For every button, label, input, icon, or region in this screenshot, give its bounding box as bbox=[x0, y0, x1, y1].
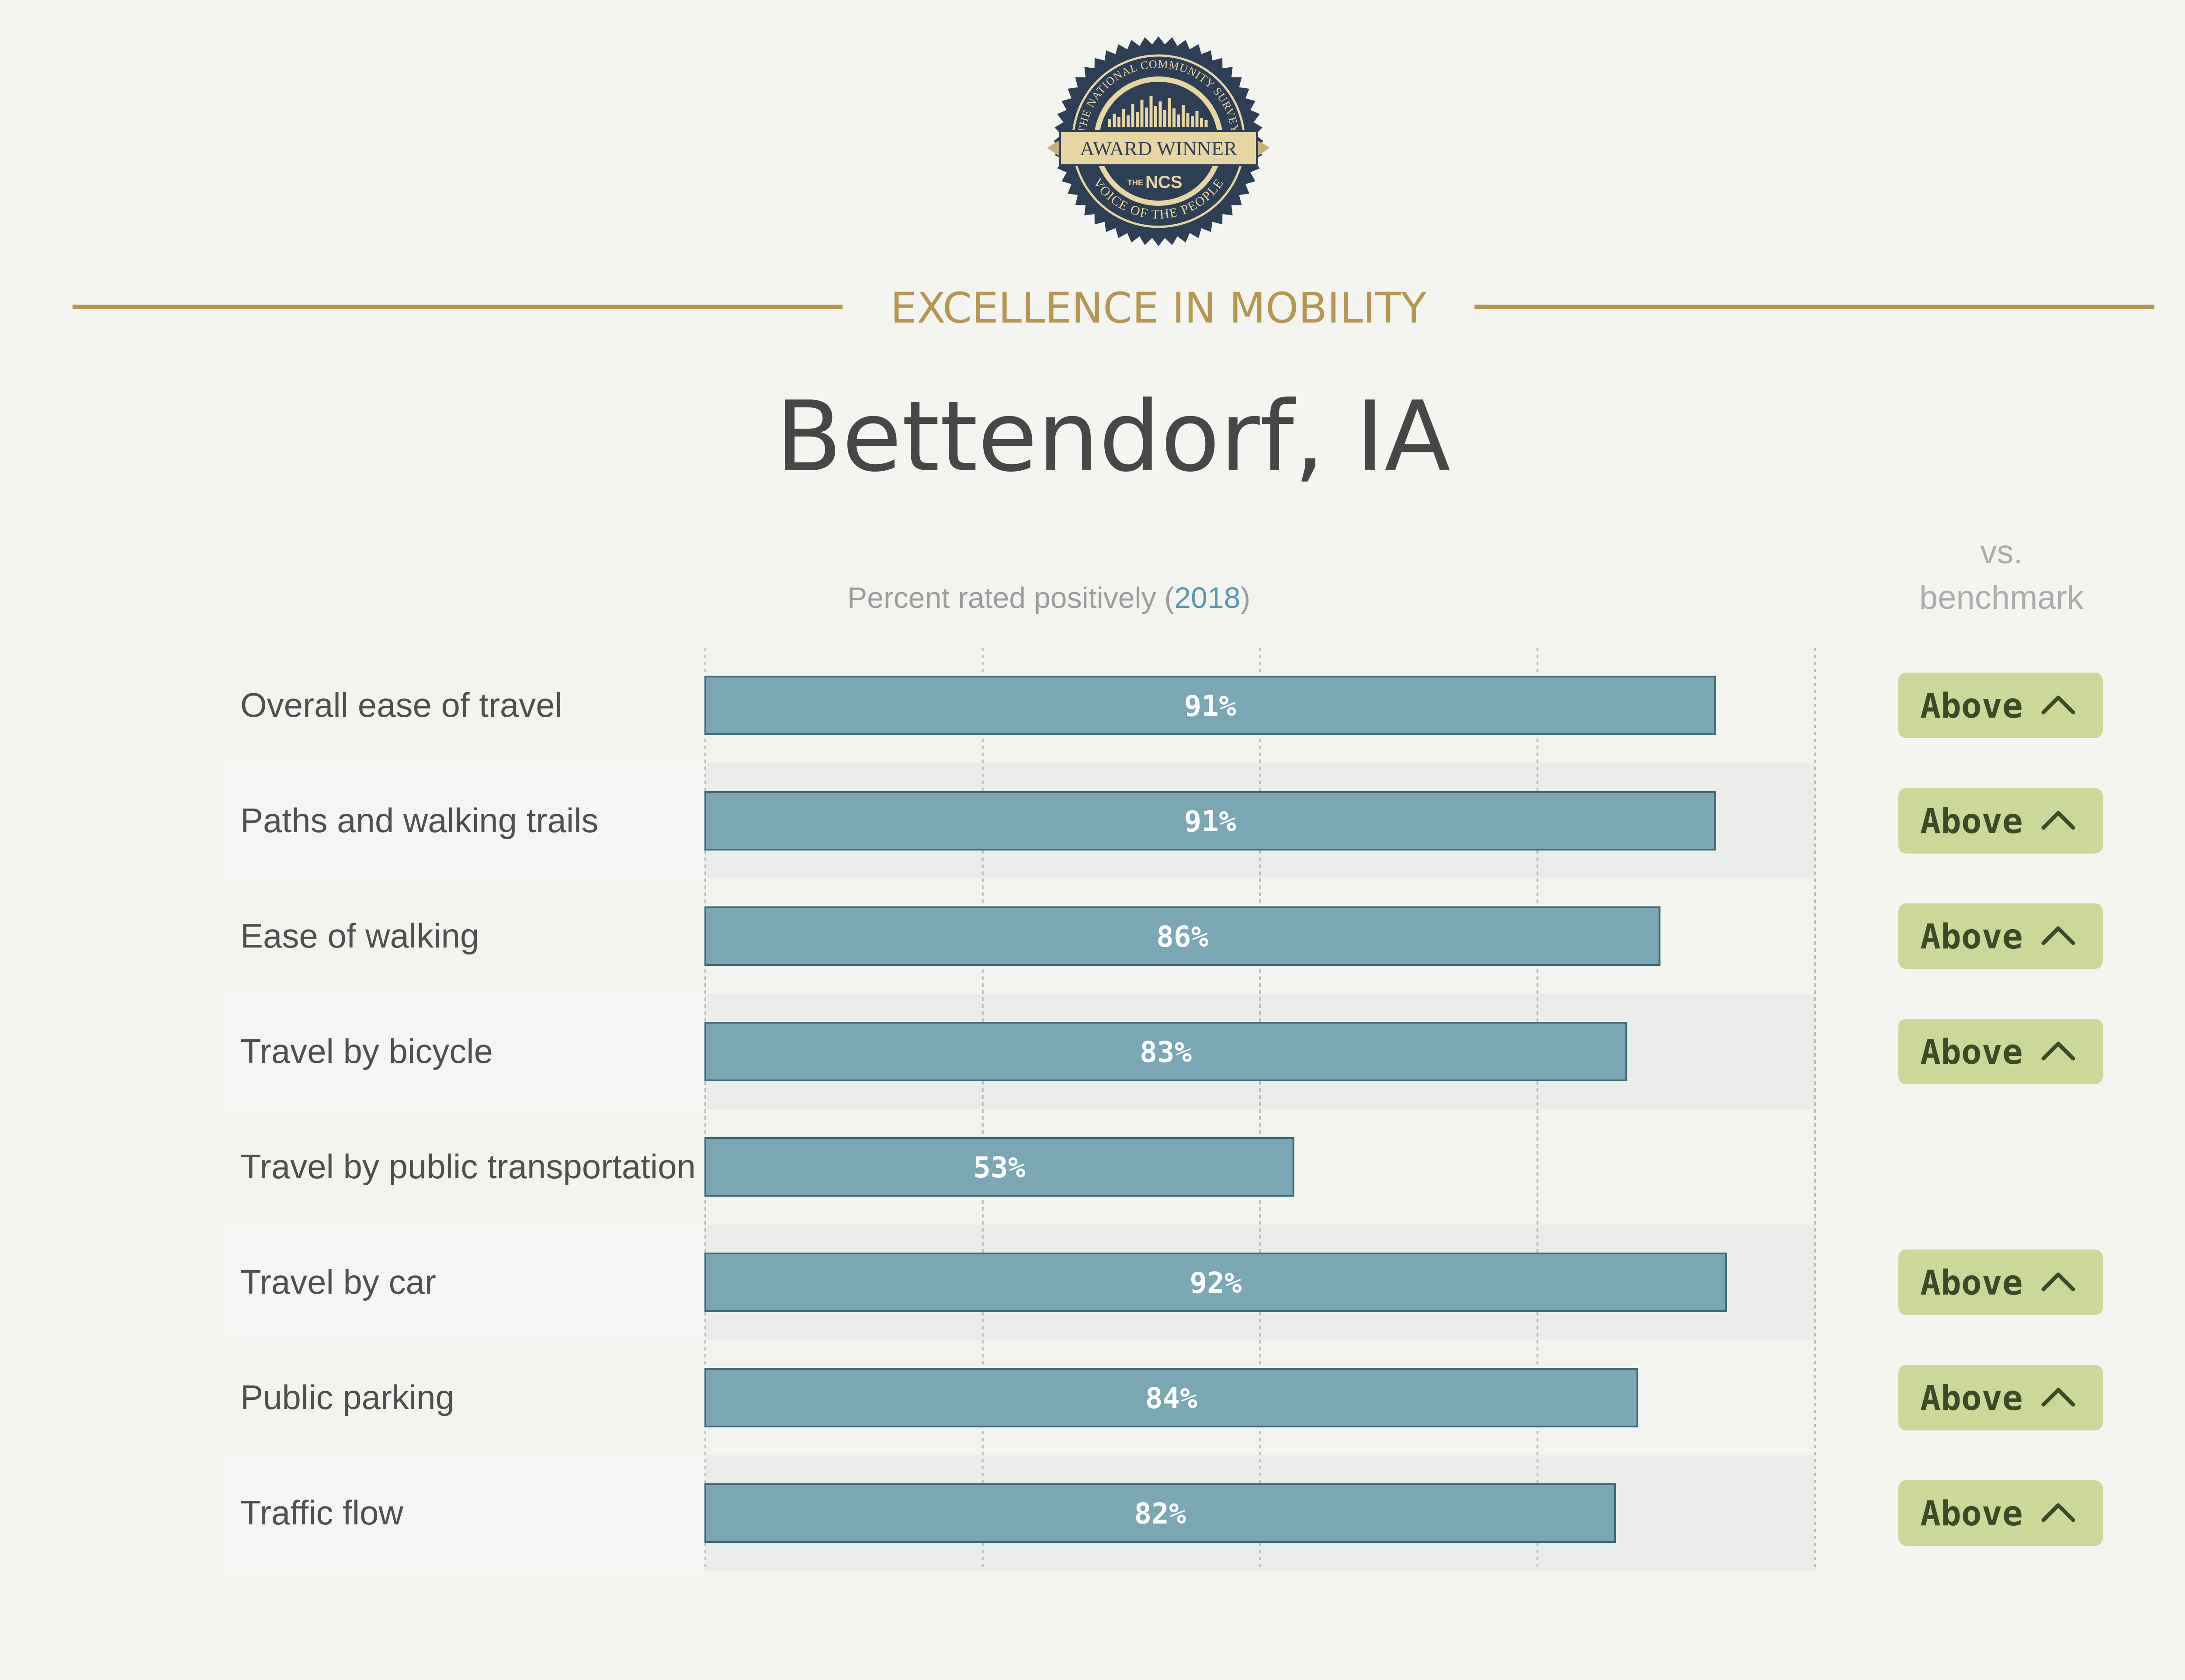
benchmark-heading-line2: benchmark bbox=[1919, 579, 2084, 616]
benchmark-heading-line1: vs. bbox=[1980, 534, 2023, 571]
bar-value-label: 91% bbox=[1184, 689, 1236, 723]
row-band-label bbox=[226, 994, 705, 1109]
ncs-logo-prefix: THE bbox=[1127, 178, 1143, 187]
benchmark-badge: Above bbox=[1898, 1480, 2103, 1546]
benchmark-heading: vs. benchmark bbox=[1870, 530, 2133, 621]
benchmark-label: Above bbox=[1920, 1033, 2023, 1072]
benchmark-badge: Above bbox=[1898, 788, 2103, 854]
city-skyline-icon bbox=[1108, 96, 1208, 127]
chevron-up-icon bbox=[2041, 695, 2075, 715]
chart-heading-year: 2018 bbox=[1174, 581, 1241, 614]
chevron-up-icon bbox=[2041, 811, 2075, 830]
bar bbox=[704, 676, 1716, 735]
page-title: Bettendorf, IA bbox=[775, 381, 1451, 493]
chevron-up-icon bbox=[2041, 926, 2075, 945]
category-label: Paths and walking trails bbox=[240, 801, 598, 840]
benchmark-label: Above bbox=[1920, 1379, 2023, 1418]
bar-value-label: 86% bbox=[1156, 920, 1208, 954]
benchmark-badge: Above bbox=[1898, 1019, 2103, 1084]
subtitle-rule-right bbox=[1474, 305, 2154, 309]
row-band-label bbox=[226, 1455, 705, 1571]
category-label: Ease of walking bbox=[240, 916, 479, 955]
benchmark-badge: Above bbox=[1898, 1250, 2103, 1315]
category-label: Travel by public transportation bbox=[240, 1147, 696, 1186]
benchmark-label: Above bbox=[1920, 1494, 2023, 1534]
bar-value-label: 83% bbox=[1140, 1035, 1192, 1069]
bar bbox=[704, 1022, 1627, 1081]
award-winner-ribbon: AWARD WINNER bbox=[1080, 137, 1237, 160]
row-band-label bbox=[226, 763, 705, 878]
subtitle-rule-left bbox=[73, 305, 843, 309]
bar-value-label: 53% bbox=[973, 1151, 1025, 1184]
benchmark-badge: Above bbox=[1898, 673, 2103, 738]
bar-value-label: 82% bbox=[1134, 1497, 1186, 1531]
benchmark-badge: Above bbox=[1898, 1365, 2103, 1430]
chevron-up-icon bbox=[2041, 1503, 2075, 1522]
benchmark-label: Above bbox=[1920, 917, 2023, 957]
row-band-label bbox=[226, 1225, 705, 1340]
bar bbox=[704, 1137, 1294, 1197]
bar bbox=[704, 791, 1716, 850]
category-label: Travel by bicycle bbox=[240, 1032, 493, 1070]
benchmark-label: Above bbox=[1920, 687, 2023, 726]
bar-value-label: 92% bbox=[1190, 1266, 1242, 1300]
ncs-logo: NCS bbox=[1145, 173, 1182, 192]
award-seal: THE NATIONAL COMMUNITY SURVEY VOICE OF T… bbox=[1047, 36, 1270, 246]
benchmark-label: Above bbox=[1920, 802, 2023, 841]
category-label: Traffic flow bbox=[240, 1493, 403, 1532]
category-label: Travel by car bbox=[240, 1263, 436, 1301]
chevron-up-icon bbox=[2041, 1041, 2075, 1061]
benchmark-badge: Above bbox=[1898, 903, 2103, 969]
bar-value-label: 91% bbox=[1184, 805, 1236, 838]
bar bbox=[704, 1483, 1616, 1543]
chevron-up-icon bbox=[2041, 1272, 2075, 1291]
category-label: Overall ease of travel bbox=[240, 686, 562, 724]
bar bbox=[704, 1253, 1727, 1312]
bar-value-label: 84% bbox=[1145, 1381, 1197, 1415]
bar bbox=[704, 906, 1661, 966]
category-label: Public parking bbox=[240, 1378, 454, 1416]
benchmark-label: Above bbox=[1920, 1263, 2023, 1303]
section-subtitle: EXCELLENCE IN MOBILITY bbox=[890, 284, 1427, 333]
chevron-up-icon bbox=[2041, 1388, 2075, 1407]
chart-heading: Percent rated positively (2018) bbox=[847, 581, 1251, 614]
bar bbox=[704, 1368, 1638, 1427]
